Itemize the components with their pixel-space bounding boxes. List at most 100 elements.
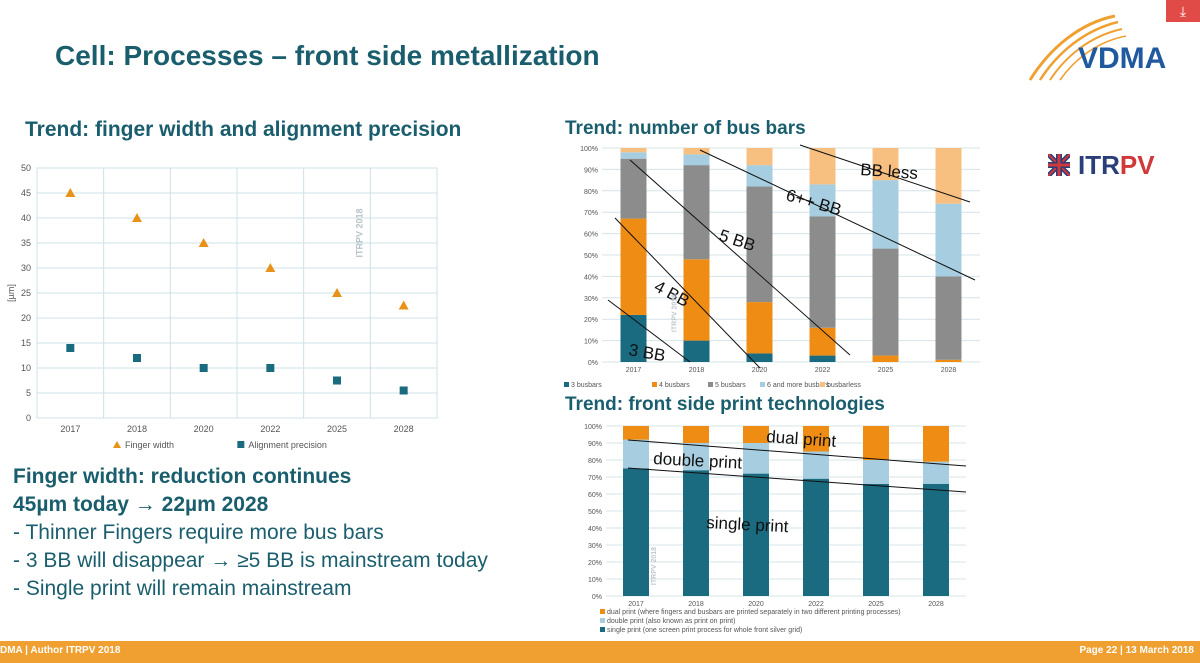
- bus-bars-chart: 0% 10% 20% 30% 40% 50% 60% 70% 80% 90% 100% 2017 201…: [564, 144, 980, 389]
- bar-segment: [923, 426, 949, 462]
- y-tick-label: 20%: [584, 317, 598, 324]
- footer-left: DMA | Author ITRPV 2018: [0, 645, 121, 656]
- trend-line: [607, 299, 691, 363]
- legend-label: 5 busbars: [715, 382, 746, 389]
- legend-marker: [600, 618, 605, 623]
- summary-bullets: Finger width: reduction continues 45µm t…: [13, 463, 573, 603]
- bar-segment: [923, 483, 949, 596]
- bar-segment: [683, 340, 710, 362]
- bar-segment: [872, 355, 899, 362]
- y-tick-label: 50: [21, 163, 31, 173]
- finger-width-point: [265, 263, 276, 272]
- trend-line: [627, 439, 967, 467]
- bar-segment: [809, 327, 836, 356]
- y-tick-label: 60%: [584, 232, 598, 239]
- bar-segment: [803, 426, 829, 452]
- y-tick-label: 40: [21, 213, 31, 223]
- trend-annotation: single print: [706, 513, 789, 536]
- legend-label: 4 busbars: [659, 382, 690, 389]
- y-tick-label: 80%: [588, 458, 602, 465]
- bar-segment: [623, 468, 649, 596]
- legend-marker: [564, 382, 569, 387]
- trend-line: [799, 144, 971, 203]
- y-tick-label: 30%: [584, 296, 598, 303]
- legend-marker: [820, 382, 825, 387]
- y-tick-label: 60%: [588, 492, 602, 499]
- itrpv-text-2: PV: [1119, 149, 1155, 180]
- alignment-precision-point: [199, 364, 208, 372]
- export-icon[interactable]: ⤓: [1166, 0, 1200, 22]
- x-tick-label: 2028: [941, 367, 957, 374]
- x-tick-label: 2025: [878, 367, 894, 374]
- bullet-line-1: Finger width: reduction continues: [13, 465, 352, 488]
- bar-segment: [809, 216, 836, 328]
- legend-label: 3 busbars: [571, 382, 602, 389]
- trend-annotation: BB less: [860, 160, 919, 183]
- itrpv-text-1: ITR: [1078, 149, 1120, 180]
- trend-annotation: dual print: [766, 427, 837, 451]
- legend-marker: [708, 382, 713, 387]
- y-axis-label: [µm]: [6, 284, 16, 302]
- x-tick-label: 2017: [60, 424, 80, 434]
- alignment-precision-point: [266, 364, 275, 372]
- bar-segment: [683, 426, 709, 443]
- trend-line: [629, 159, 851, 356]
- vdma-logo-text: VDMA: [1078, 42, 1167, 75]
- chart2-subtitle: Trend: number of bus bars: [565, 118, 806, 139]
- bar-segment: [935, 359, 962, 362]
- legend-marker: [113, 441, 121, 448]
- y-tick-label: 50%: [588, 509, 602, 516]
- bar-segment: [872, 248, 899, 356]
- y-tick-label: 10%: [588, 577, 602, 584]
- x-tick-label: 2028: [394, 424, 414, 434]
- x-tick-label: 2020: [752, 367, 768, 374]
- legend-label: double print (also known as print on pri…: [607, 618, 735, 625]
- alignment-precision-point: [333, 376, 341, 385]
- bar-segment: [803, 478, 829, 596]
- chart1-subtitle: Trend: finger width and alignment precis…: [25, 118, 462, 141]
- footer-bar: [0, 641, 1200, 663]
- y-tick-label: 70%: [584, 210, 598, 217]
- bar-segment: [809, 355, 836, 362]
- y-tick-label: 5: [26, 388, 31, 398]
- y-tick-label: 100%: [580, 146, 598, 153]
- bar-segment: [803, 451, 829, 479]
- y-tick-label: 15: [21, 338, 31, 348]
- legend-marker: [652, 382, 657, 387]
- legend-label: 6 and more busbars: [767, 382, 830, 389]
- bar-segment: [620, 148, 647, 153]
- finger-width-point: [332, 288, 342, 297]
- x-tick-label: 2020: [194, 424, 214, 434]
- bar-segment: [623, 439, 649, 469]
- y-tick-label: 70%: [588, 475, 602, 482]
- bar-segment: [620, 158, 647, 219]
- vdma-logo: [1028, 14, 1127, 81]
- bar-segment: [743, 473, 769, 596]
- alignment-precision-point: [133, 354, 141, 362]
- trend-line: [627, 467, 967, 493]
- bar-segment: [623, 426, 649, 440]
- flag-icon: [1048, 154, 1070, 176]
- bar-segment: [872, 180, 899, 249]
- bar-segment: [620, 314, 647, 362]
- legend-label: Alignment precision: [248, 440, 327, 450]
- footer-right: Page 22 | 13 March 2018: [1079, 645, 1194, 656]
- y-tick-label: 90%: [584, 167, 598, 174]
- bar-segment: [683, 259, 710, 341]
- x-tick-label: 2018: [127, 424, 147, 434]
- finger-width-point: [65, 188, 76, 197]
- y-tick-label: 40%: [588, 526, 602, 533]
- itrpv-logo: ITRPV: [1048, 150, 1155, 180]
- trend-line: [614, 217, 761, 369]
- bar-segment: [863, 426, 889, 460]
- y-tick-label: 30: [21, 263, 31, 273]
- bar-segment: [923, 461, 949, 484]
- y-tick-label: 25: [21, 288, 31, 298]
- page-title: Cell: Processes – front side metallizati…: [55, 40, 600, 71]
- alignment-precision-point: [66, 344, 75, 352]
- finger-width-point: [398, 300, 409, 310]
- bar-segment: [746, 302, 773, 354]
- y-tick-label: 80%: [584, 189, 598, 196]
- bar-segment: [746, 165, 773, 187]
